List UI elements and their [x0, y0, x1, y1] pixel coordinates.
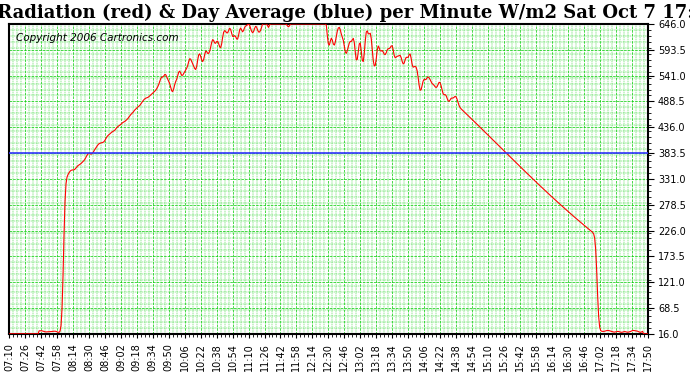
Title: Solar Radiation (red) & Day Average (blue) per Minute W/m2 Sat Oct 7 17:59: Solar Radiation (red) & Day Average (blu…: [0, 4, 690, 22]
Text: Copyright 2006 Cartronics.com: Copyright 2006 Cartronics.com: [16, 33, 178, 43]
